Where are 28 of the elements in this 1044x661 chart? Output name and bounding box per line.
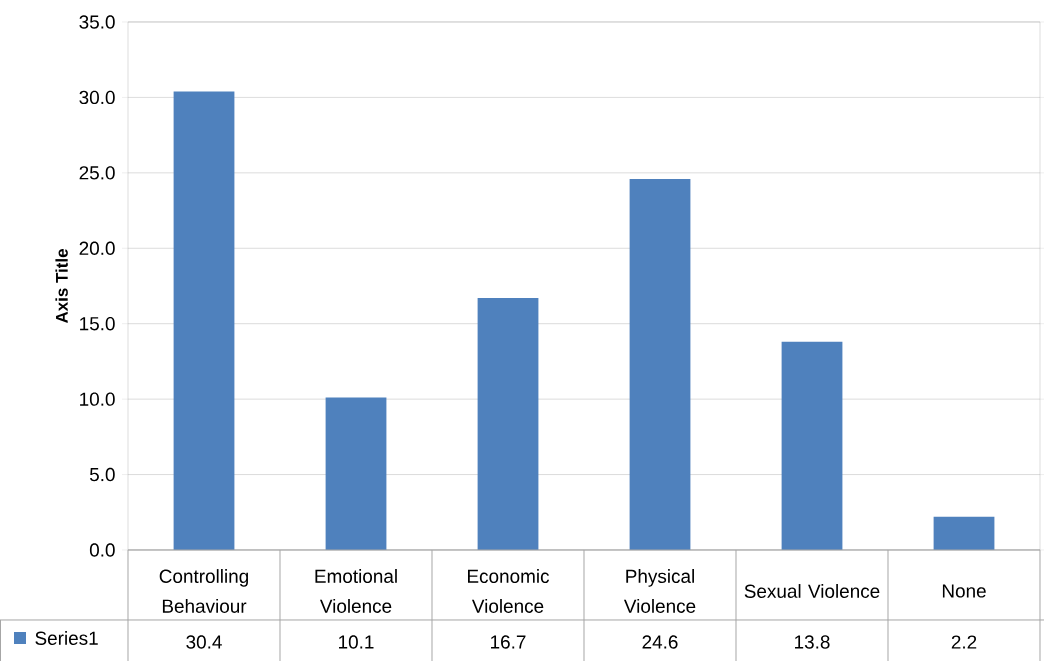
x-tick-label: Controlling Behaviour [159, 569, 248, 613]
y-tick-label: 0.0 [89, 543, 115, 557]
y-tick-label: 25.0 [79, 166, 115, 180]
bar [933, 516, 995, 550]
data-label: 16.7 [491, 635, 526, 649]
y-tick-label: 5.0 [89, 467, 115, 482]
x-tick-label: Emotional Violence [315, 569, 397, 613]
data-label: 13.8 [795, 635, 830, 649]
y-axis-title: Axis Title [55, 249, 68, 324]
data-label: 10.1 [339, 635, 374, 649]
x-tick-label: Economic Violence [468, 569, 550, 613]
data-label: 30.4 [186, 635, 222, 649]
y-tick-label: 10.0 [80, 392, 115, 406]
bar [173, 91, 235, 550]
bar [325, 397, 387, 550]
y-tick-label: 15.0 [80, 317, 115, 331]
x-tick-label: None [942, 584, 986, 598]
y-tick-label: 20.0 [79, 241, 115, 255]
bar [477, 298, 539, 550]
x-tick-label: Sexual Violence [744, 584, 880, 598]
x-tick-label: Physical Violence [623, 569, 696, 613]
legend-label: Series1 [35, 631, 98, 645]
y-tick-label: 35.0 [79, 15, 115, 29]
data-label: 24.6 [642, 635, 678, 649]
bar [781, 341, 843, 550]
bar [629, 178, 691, 550]
data-label: 2.2 [951, 635, 977, 649]
y-tick-label: 30.0 [79, 90, 115, 105]
